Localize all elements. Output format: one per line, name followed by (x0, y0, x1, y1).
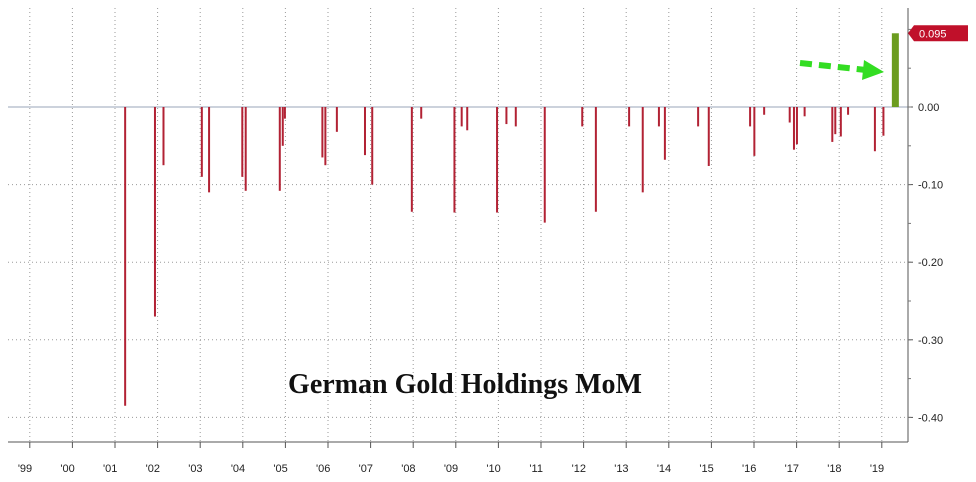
x-tick-label: '18 (827, 463, 841, 475)
y-tick-label: -0.40 (918, 412, 943, 424)
x-tick-label: '01 (103, 463, 117, 475)
bar-negative (244, 107, 247, 191)
bar-negative (371, 107, 374, 185)
bar-negative (335, 107, 338, 132)
bar-negative (496, 107, 499, 213)
bar-negative (763, 107, 766, 115)
x-tick-label: '00 (60, 463, 74, 475)
bar-negative (124, 107, 127, 406)
x-tick-label: '10 (486, 463, 500, 475)
x-tick-label: '07 (359, 463, 373, 475)
bar-negative (873, 107, 876, 152)
gridlines (8, 8, 908, 442)
x-tick-label: '02 (146, 463, 160, 475)
bar-negative (795, 107, 798, 145)
last-value-callout-text: 0.095 (919, 28, 947, 40)
bar-latest (891, 33, 899, 107)
x-tick-label: '17 (785, 463, 799, 475)
bar-negative (410, 107, 413, 212)
x-tick-label: '06 (316, 463, 330, 475)
last-value-callout: 0.095 (908, 25, 968, 42)
bar-negative (505, 107, 508, 125)
bar-negative (543, 107, 546, 223)
bar-negative (460, 107, 463, 127)
bar-negative (697, 107, 700, 127)
arrow-head (862, 60, 884, 80)
y-ticks: 0.00 -0.10 -0.20 -0.30 -0.40 (908, 28, 943, 424)
bar-negative (803, 107, 806, 117)
bar-negative (283, 107, 286, 119)
bar-negative (594, 107, 597, 212)
x-tick-label: '99 (18, 463, 32, 475)
bar-negative (466, 107, 469, 131)
bar-negative (707, 107, 710, 166)
bar-negative (324, 107, 327, 166)
bar-negative (420, 107, 423, 119)
bar-negative (208, 107, 211, 193)
bar-negative (663, 107, 666, 160)
bar-negative (847, 107, 850, 115)
bar-negative (753, 107, 756, 156)
x-ticks: '99 '00 '01 '02 '03 '04 '05 '06 '07 '08 '09 '10 '11 '… (18, 442, 884, 475)
x-tick-label: '19 (870, 463, 884, 475)
x-tick-label: '14 (657, 463, 671, 475)
bar-negative (162, 107, 165, 166)
bar-negative (200, 107, 203, 177)
bar-negative (657, 107, 660, 127)
bar-negative (281, 107, 284, 146)
x-tick-label: '04 (231, 463, 245, 475)
bar-negative (628, 107, 631, 127)
chart-title: German Gold Holdings MoM (288, 369, 642, 400)
x-tick-label: '11 (529, 463, 543, 475)
x-tick-label: '03 (188, 463, 202, 475)
last-value-callout-box (908, 25, 968, 42)
bar-negative (241, 107, 244, 177)
bar-negative (834, 107, 837, 135)
bar-negative (581, 107, 584, 127)
bar-negative (514, 107, 517, 127)
bar-negative (641, 107, 644, 193)
bar-negative (792, 107, 795, 150)
arrow-shaft (799, 60, 867, 73)
y-tick-label: 0.00 (918, 102, 939, 114)
bar-negative (882, 107, 885, 136)
bar-negative (321, 107, 324, 158)
bar-negative (278, 107, 281, 191)
y-tick-label: -0.30 (918, 335, 943, 347)
x-tick-label: '13 (614, 463, 628, 475)
x-tick-label: '15 (699, 463, 713, 475)
bar-negative (453, 107, 456, 213)
y-tick-label: -0.10 (918, 180, 943, 192)
bar-negative (363, 107, 366, 156)
bar-negative (749, 107, 752, 127)
green-arrow-annotation (799, 60, 884, 80)
bar-negative (831, 107, 834, 142)
x-tick-label: '05 (273, 463, 287, 475)
y-tick-label: -0.20 (918, 257, 943, 269)
bar-negative (839, 107, 842, 137)
bar-negative (153, 107, 156, 317)
x-tick-label: '09 (444, 463, 458, 475)
x-tick-label: '08 (401, 463, 415, 475)
x-tick-label: '16 (742, 463, 756, 475)
bars (124, 33, 899, 406)
x-tick-label: '12 (572, 463, 586, 475)
bar-negative (788, 107, 791, 123)
